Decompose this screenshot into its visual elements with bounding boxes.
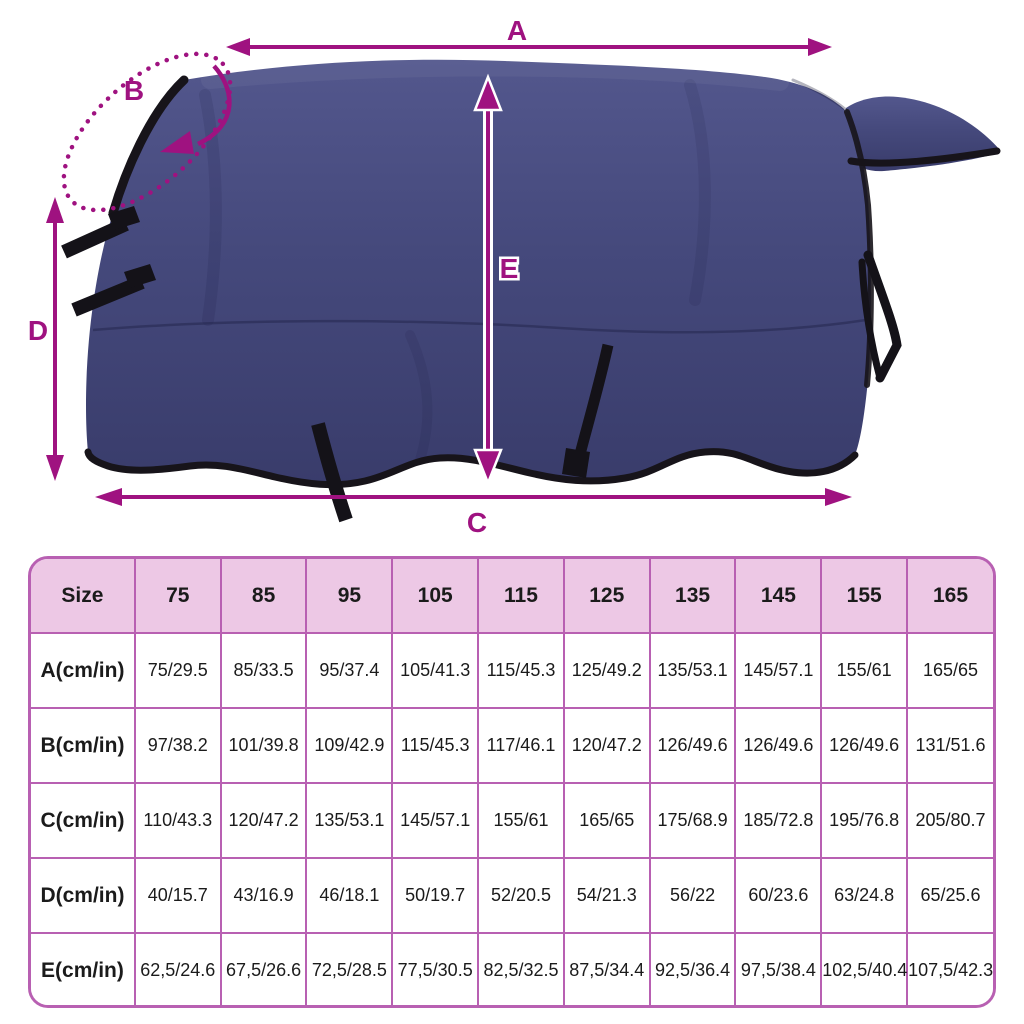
measurement-value-cell: 46/18.1 [305,857,394,934]
measurement-value-cell: 62,5/24.6 [133,932,222,1005]
dimension-label-d: D [28,315,48,346]
dimension-arrow-a [226,38,832,56]
size-table-row: E(cm/in) 62,5/24.6 67,5/26.6 72,5/28.5 77,5/… [31,932,993,1005]
measurement-value-cell: 87,5/34.4 [562,932,651,1005]
dimension-arrow-e [473,73,503,487]
measurement-value-cell: 205/80.7 [906,782,993,859]
measurement-value-cell: 60/23.6 [734,857,823,934]
measurement-value-cell: 125/49.2 [562,632,651,709]
dimension-label-a: A [507,15,527,46]
measurement-value-cell: 105/41.3 [391,632,480,709]
size-column-header: 135 [648,559,737,634]
dimension-row-label: C(cm/in) [31,782,136,859]
measurement-value-cell: 92,5/36.4 [648,932,737,1005]
measurement-value-cell: 52/20.5 [477,857,565,934]
measurement-value-cell: 95/37.4 [305,632,394,709]
measurement-value-cell: 97,5/38.4 [734,932,823,1005]
measurement-value-cell: 135/53.1 [305,782,394,859]
measurement-value-cell: 110/43.3 [133,782,222,859]
measurement-value-cell: 120/47.2 [219,782,308,859]
size-column-header: 155 [820,559,909,634]
measurement-value-cell: 75/29.5 [133,632,222,709]
measurement-value-cell: 145/57.1 [734,632,823,709]
size-table-container: Size 75 85 95 105 115 125 135 145 155 165 A(cm/in)… [28,556,996,1008]
blanket-tail-flap [844,96,999,172]
measurement-value-cell: 85/33.5 [219,632,308,709]
measurement-value-cell: 54/21.3 [562,857,651,934]
measurement-value-cell: 165/65 [906,632,993,709]
size-table-row: B(cm/in) 97/38.2 101/39.8 109/42.9 115/45.3 1… [31,707,993,784]
measurement-value-cell: 115/45.3 [477,632,565,709]
blanket-seam [92,318,867,334]
size-table-corner-cell: Size [31,559,136,634]
measurement-value-cell: 175/68.9 [648,782,737,859]
dimension-arrow-b [61,51,233,213]
size-column-header: 125 [562,559,651,634]
size-table-row: A(cm/in) 75/29.5 85/33.5 95/37.4 105/41.3 115… [31,632,993,709]
blanket-diagram: A B C D E [28,15,1001,538]
size-column-header: 165 [906,559,993,634]
size-table-header-row: Size 75 85 95 105 115 125 135 145 155 165 [31,559,993,634]
measurement-value-cell: 107,5/42.3 [906,932,993,1005]
blanket-body [86,59,871,485]
measurement-value-cell: 101/39.8 [219,707,308,784]
dimension-row-label: D(cm/in) [31,857,136,934]
size-column-header: 95 [305,559,394,634]
measurement-value-cell: 126/49.6 [820,707,909,784]
dimension-row-label: B(cm/in) [31,707,136,784]
measurement-value-cell: 40/15.7 [133,857,222,934]
measurement-value-cell: 63/24.8 [820,857,909,934]
measurement-value-cell: 65/25.6 [906,857,993,934]
fabric-wrinkles [199,58,847,465]
size-column-header: 75 [133,559,222,634]
size-column-header: 85 [219,559,308,634]
measurement-value-cell: 77,5/30.5 [391,932,480,1005]
measurement-value-cell: 82,5/32.5 [477,932,565,1005]
measurement-value-cell: 102,5/40.4 [820,932,909,1005]
chest-straps [61,206,156,317]
dimension-row-label: E(cm/in) [31,932,136,1005]
dimension-arrow-d [46,197,64,481]
size-column-header: 105 [391,559,480,634]
tail-strap [858,250,902,383]
size-column-header: 115 [477,559,565,634]
measurement-value-cell: 50/19.7 [391,857,480,934]
belly-straps [311,343,614,523]
dimension-label-b: B [124,75,144,106]
size-table: Size 75 85 95 105 115 125 135 145 155 165 A(cm/in)… [31,559,993,1005]
measurement-value-cell: 155/61 [820,632,909,709]
measurement-value-cell: 115/45.3 [391,707,480,784]
measurement-value-cell: 185/72.8 [734,782,823,859]
measurement-value-cell: 72,5/28.5 [305,932,394,1005]
measurement-value-cell: 109/42.9 [305,707,394,784]
measurement-value-cell: 97/38.2 [133,707,222,784]
measurement-value-cell: 67,5/26.6 [219,932,308,1005]
dimension-label-c: C [467,507,487,538]
measurement-value-cell: 126/49.6 [648,707,737,784]
size-column-header: 145 [734,559,823,634]
measurement-value-cell: 155/61 [477,782,565,859]
dimension-arrow-c [95,488,852,506]
measurement-value-cell: 165/65 [562,782,651,859]
size-table-row: D(cm/in) 40/15.7 43/16.9 46/18.1 50/19.7 52/2… [31,857,993,934]
measurement-value-cell: 56/22 [648,857,737,934]
size-table-body: A(cm/in) 75/29.5 85/33.5 95/37.4 105/41.3 115… [31,632,993,1005]
size-table-row: C(cm/in) 110/43.3 120/47.2 135/53.1 145/57.1… [31,782,993,859]
measurement-value-cell: 131/51.6 [906,707,993,784]
measurement-value-cell: 120/47.2 [562,707,651,784]
measurement-value-cell: 43/16.9 [219,857,308,934]
measurement-value-cell: 117/46.1 [477,707,565,784]
dimension-row-label: A(cm/in) [31,632,136,709]
measurement-value-cell: 145/57.1 [391,782,480,859]
measurement-value-cell: 195/76.8 [820,782,909,859]
measurement-value-cell: 126/49.6 [734,707,823,784]
measurement-value-cell: 135/53.1 [648,632,737,709]
dimension-label-e: E [500,253,519,284]
